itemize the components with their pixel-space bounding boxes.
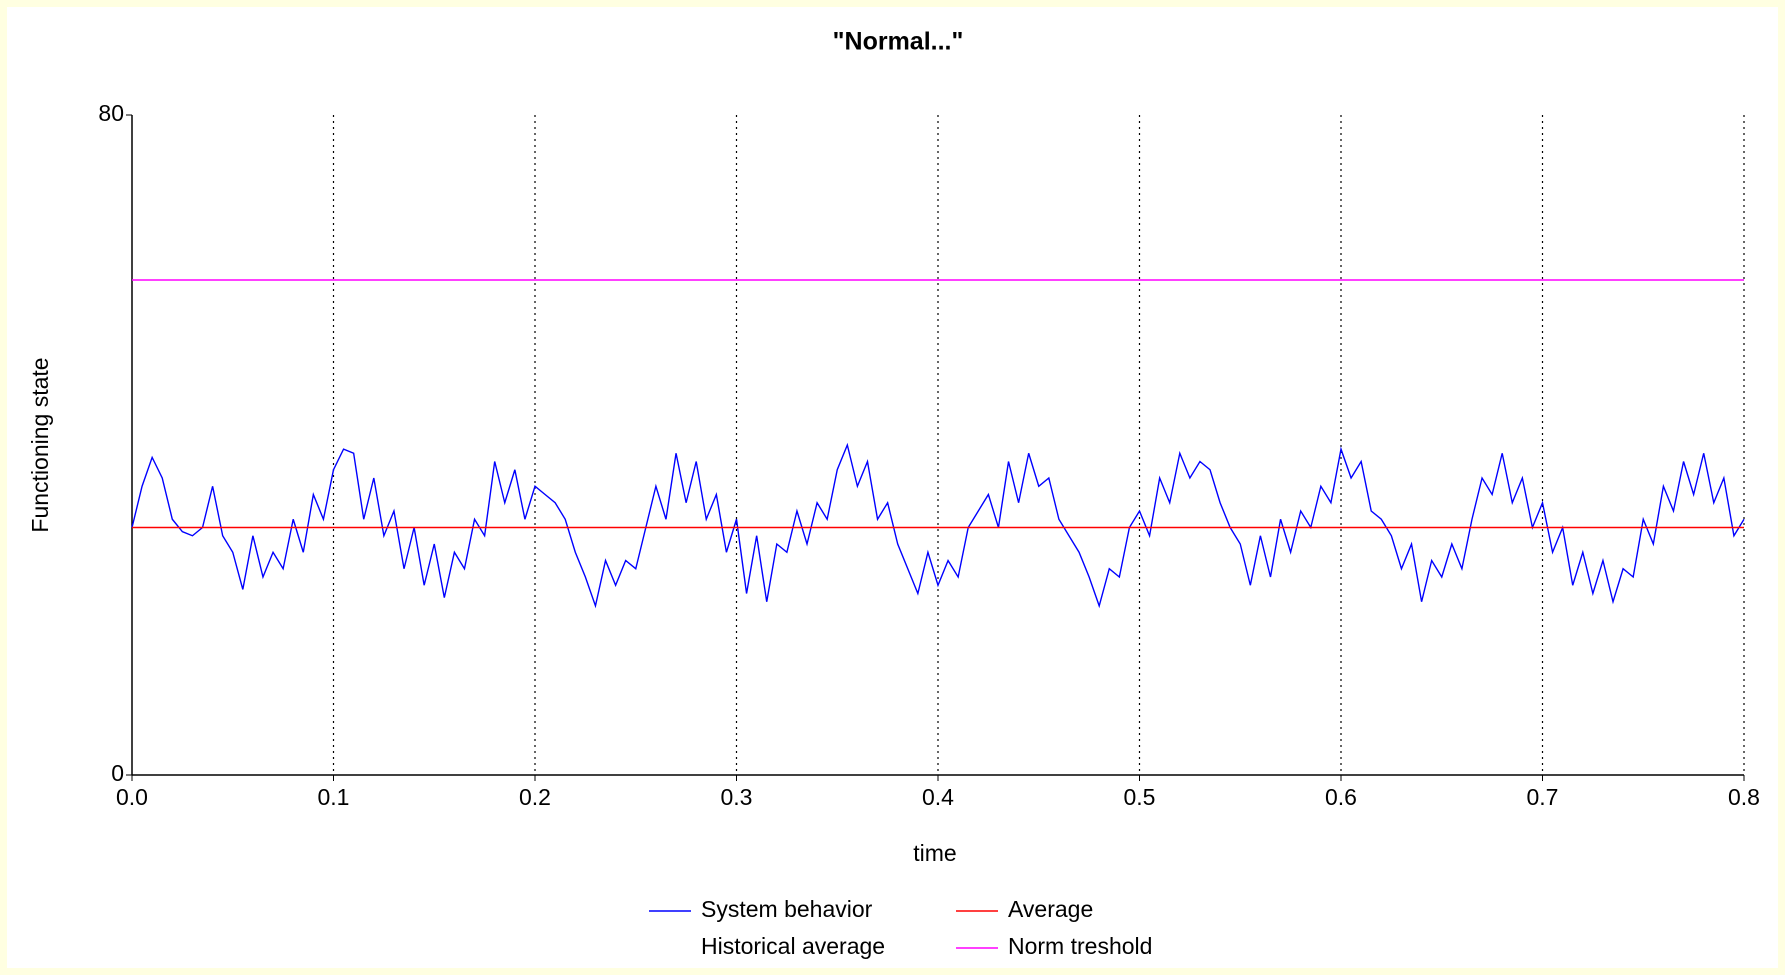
- y-tick-label: 80: [98, 100, 124, 126]
- chart-panel: [7, 7, 1778, 968]
- x-tick-label: 0.1: [318, 784, 350, 810]
- x-tick-label: 0.4: [922, 784, 954, 810]
- legend-label: Norm treshold: [1008, 933, 1152, 959]
- x-tick-label: 0.6: [1325, 784, 1357, 810]
- x-tick-label: 0.0: [116, 784, 148, 810]
- legend-label: Average: [1008, 896, 1093, 922]
- x-axis-label: time: [913, 840, 956, 866]
- y-axis-label: Functioning state: [27, 357, 53, 532]
- y-tick-label: 0: [111, 760, 124, 786]
- x-tick-label: 0.5: [1124, 784, 1156, 810]
- x-tick-label: 0.7: [1527, 784, 1559, 810]
- legend-label: Historical average: [701, 933, 885, 959]
- chart-title: "Normal...": [833, 28, 964, 56]
- series-line: [131, 442, 1745, 609]
- x-tick-label: 0.8: [1728, 784, 1760, 810]
- legend-label: System behavior: [701, 896, 873, 922]
- x-tick-label: 0.3: [721, 784, 753, 810]
- x-tick-label: 0.2: [519, 784, 551, 810]
